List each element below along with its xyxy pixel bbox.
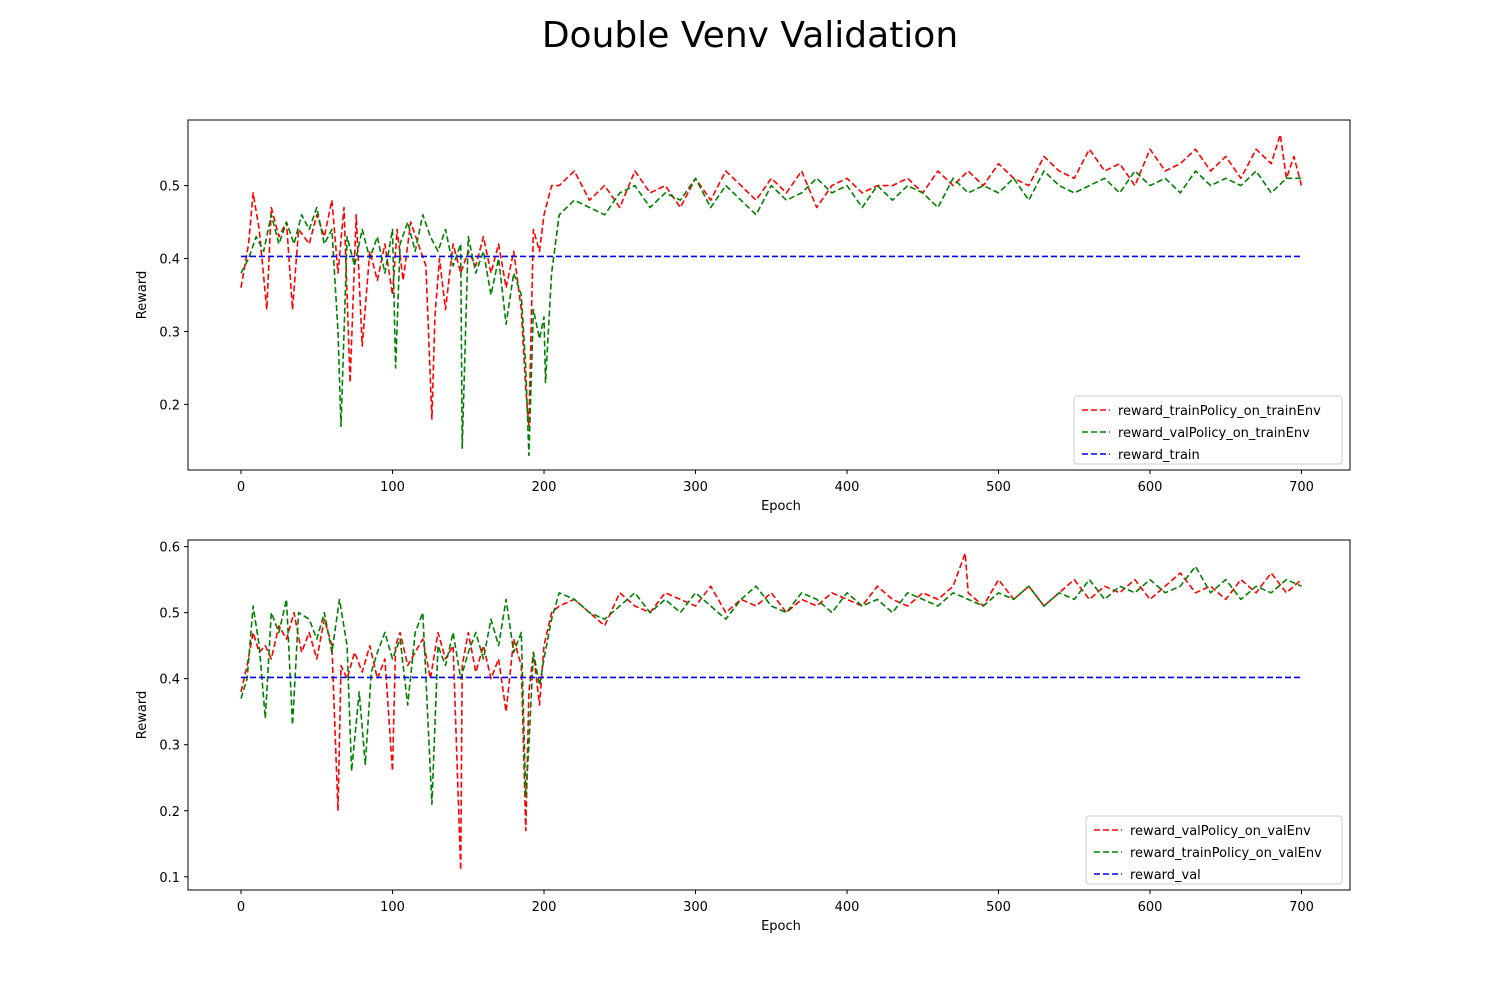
series-line-reward_trainPolicy_on_trainEnv — [240, 133, 1303, 428]
x-tick-label: 400 — [835, 480, 860, 495]
y-tick-label: 0.5 — [159, 607, 180, 622]
legend: reward_valPolicy_on_valEnv reward_trainPo… — [1085, 815, 1343, 885]
x-tick-label: 500 — [986, 480, 1011, 495]
y-tick-label: 0.4 — [159, 253, 180, 268]
y-tick-label: 0.2 — [159, 398, 180, 413]
x-axis-label: Epoch — [761, 499, 801, 514]
axes-frame — [187, 119, 1351, 471]
legend-entry-label: reward_trainPolicy_on_valEnv — [1130, 846, 1322, 861]
axes-frame — [187, 539, 1351, 891]
legend-entry-label: reward_valPolicy_on_valEnv — [1130, 824, 1311, 839]
series-line-reward_trainPolicy_on_valEnv — [240, 565, 1302, 806]
legend-box — [1073, 395, 1343, 465]
y-axis-label: Reward — [135, 271, 150, 319]
x-tick-label: 300 — [683, 480, 708, 495]
series-line-reward_valPolicy_on_trainEnv — [240, 170, 1302, 457]
x-tick-label: 100 — [380, 900, 405, 915]
x-tick-label: 600 — [1138, 480, 1163, 495]
x-tick-label: 500 — [986, 900, 1011, 915]
legend-entry-label: reward_train — [1118, 448, 1200, 463]
y-tick-label: 0.3 — [159, 325, 180, 340]
x-tick-label: 700 — [1289, 900, 1314, 915]
x-tick-label: 600 — [1138, 900, 1163, 915]
y-tick-label: 0.6 — [159, 541, 180, 556]
x-tick-label: 0 — [237, 900, 245, 915]
y-axis-label: Reward — [135, 691, 150, 739]
y-tick-label: 0.4 — [159, 673, 180, 688]
legend-box — [1085, 815, 1343, 885]
x-tick-label: 300 — [683, 900, 708, 915]
y-tick-label: 0.1 — [159, 871, 180, 886]
plot-area — [240, 133, 1303, 457]
legend-entry-label: reward_valPolicy_on_trainEnv — [1118, 426, 1310, 441]
legend: reward_trainPolicy_on_trainEnv reward_val… — [1073, 395, 1343, 465]
x-tick-label: 700 — [1289, 480, 1314, 495]
top-chart: 0 100 200 300 400 500 600 700 0.2 0.3 0.4 0.5 Epoch R… — [135, 119, 1351, 514]
plot-area — [240, 552, 1303, 872]
y-tick-label: 0.3 — [159, 739, 180, 754]
x-tick-label: 200 — [532, 900, 557, 915]
figure-title: Double Venv Validation — [541, 15, 959, 56]
y-tick-label: 0.5 — [159, 180, 180, 195]
x-axis-label: Epoch — [761, 919, 801, 934]
y-tick-label: 0.2 — [159, 805, 180, 820]
x-tick-label: 400 — [835, 900, 860, 915]
legend-entry-label: reward_val — [1130, 868, 1201, 883]
x-tick-label: 100 — [380, 480, 405, 495]
x-tick-label: 0 — [237, 480, 245, 495]
legend-entry-label: reward_trainPolicy_on_trainEnv — [1118, 404, 1321, 419]
bottom-chart: 0 100 200 300 400 500 600 700 0.1 0.2 0.3 0.4 0.5 0.6… — [135, 539, 1351, 934]
x-tick-label: 200 — [532, 480, 557, 495]
